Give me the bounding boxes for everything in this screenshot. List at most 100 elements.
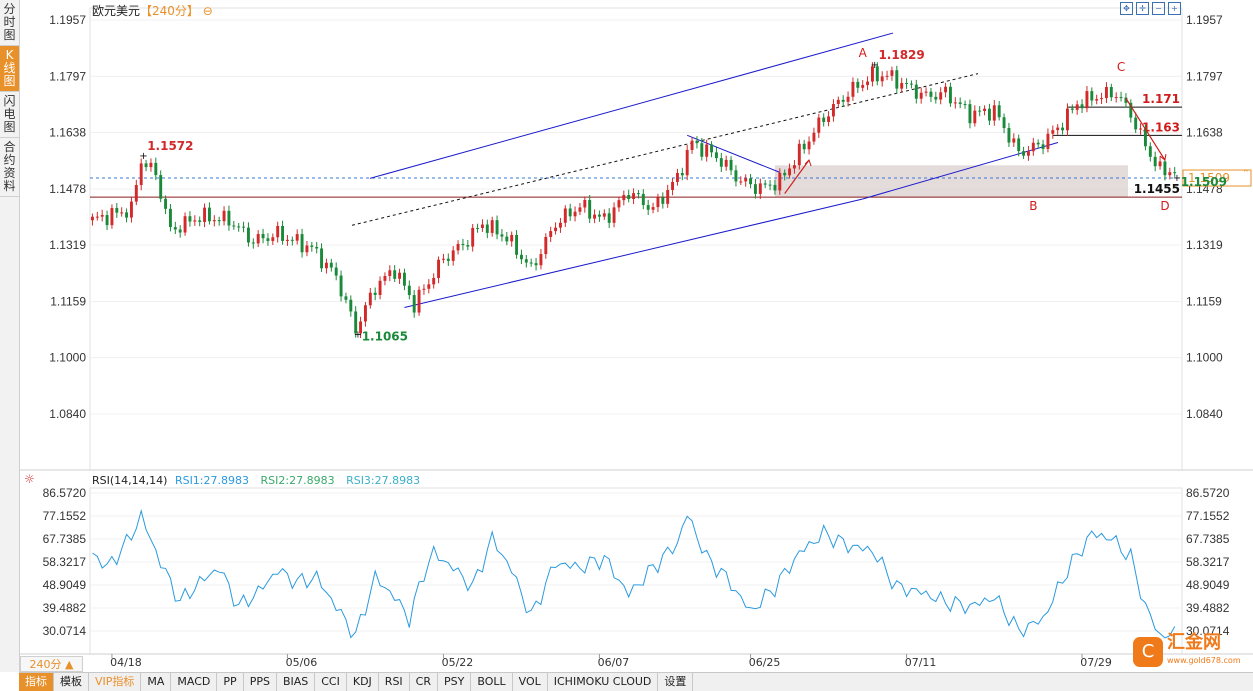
- rsi-tick-left: 67.7385: [43, 532, 87, 546]
- rsi-tick-left: 58.3217: [43, 555, 87, 569]
- tab-kline[interactable]: K线图: [0, 46, 19, 92]
- candle-body: [953, 102, 957, 104]
- price-marker-icon: ⌃: [1242, 169, 1250, 179]
- tab-cci[interactable]: CCI: [315, 673, 347, 691]
- candle-body: [256, 233, 260, 244]
- tab-pps[interactable]: PPS: [244, 673, 277, 691]
- tab-templates[interactable]: 模板: [54, 673, 89, 691]
- zoom-out-icon[interactable]: −: [1152, 2, 1165, 15]
- candle-body: [583, 199, 587, 208]
- candle-body: [710, 144, 714, 153]
- tab-vol[interactable]: VOL: [513, 673, 548, 691]
- candle-body: [1100, 98, 1104, 100]
- tab-ma[interactable]: MA: [141, 673, 172, 691]
- candle-body: [134, 185, 138, 202]
- candle-body: [417, 289, 421, 313]
- candle-body: [505, 236, 509, 242]
- rsi-tick-right: 58.3217: [1186, 555, 1230, 569]
- wave-label: C: [1117, 60, 1125, 74]
- zoom-in-icon[interactable]: +: [1168, 2, 1181, 15]
- channel-lower-line-ext: [862, 142, 1059, 200]
- price-tick-left: 1.1957: [49, 13, 86, 27]
- tab-vip-indicators[interactable]: VIP指标: [89, 673, 142, 691]
- tab-psy[interactable]: PSY: [438, 673, 472, 691]
- candle-body: [554, 227, 558, 232]
- current-price-label: 1.1509: [1188, 171, 1230, 185]
- candle-body: [295, 234, 299, 241]
- candle-body: [344, 296, 348, 300]
- candle-body: [1163, 161, 1167, 176]
- candle-body: [666, 189, 670, 204]
- candle-body: [217, 220, 221, 222]
- tab-kdj[interactable]: KDJ: [347, 673, 379, 691]
- candle-body: [168, 208, 172, 228]
- chart-header: 欧元美元【240分】 ⊖: [92, 2, 213, 19]
- candle-body: [125, 212, 129, 218]
- candle-body: [895, 70, 899, 89]
- tab-bias[interactable]: BIAS: [277, 673, 316, 691]
- candle-body: [563, 208, 567, 223]
- tab-contract-info[interactable]: 合约资料: [0, 138, 19, 197]
- candle-body: [329, 262, 333, 268]
- candle-body: [861, 85, 865, 88]
- candle-body: [451, 250, 455, 261]
- circle-minus-icon[interactable]: ⊖: [202, 4, 213, 18]
- candle-body: [373, 292, 377, 295]
- candle-body: [1109, 86, 1113, 98]
- candle-body: [1143, 128, 1147, 147]
- candle-body: [1002, 117, 1006, 128]
- candle-body: [612, 207, 616, 223]
- candle-body: [788, 168, 792, 176]
- candle-body: [183, 216, 187, 233]
- tab-timeshare[interactable]: 分时图: [0, 0, 19, 46]
- candle-body: [90, 216, 94, 221]
- candle-body: [578, 207, 582, 212]
- extreme-label: 1.1572: [147, 139, 193, 153]
- crosshair-icon[interactable]: ✛: [1136, 2, 1149, 15]
- rsi2-value: RSI2:27.8983: [260, 474, 335, 487]
- candle-body: [1017, 138, 1021, 152]
- candle-body: [354, 311, 358, 334]
- candle-body: [212, 220, 216, 222]
- price-tick-left: 1.1319: [49, 238, 86, 252]
- tab-indicators[interactable]: 指标: [19, 673, 54, 691]
- x-tick-label: 07/11: [905, 656, 937, 669]
- tab-boll[interactable]: BOLL: [471, 673, 513, 691]
- candle-body: [549, 231, 553, 237]
- candle-body: [768, 184, 772, 186]
- candle-body: [846, 96, 850, 102]
- candle-body: [1041, 144, 1045, 149]
- x-tick-label: 05/06: [286, 656, 318, 669]
- candle-body: [593, 214, 597, 219]
- tab-cr[interactable]: CR: [410, 673, 438, 691]
- candle-body: [817, 117, 821, 133]
- candle-body: [622, 194, 626, 201]
- tab-rsi[interactable]: RSI: [379, 673, 410, 691]
- tab-pp[interactable]: PP: [217, 673, 244, 691]
- tab-flash[interactable]: 闪电图: [0, 92, 19, 138]
- candle-body: [149, 162, 153, 168]
- tab-settings[interactable]: 设置: [658, 673, 694, 691]
- candle-body: [568, 208, 572, 217]
- candle-body: [656, 197, 660, 208]
- price-chart[interactable]: ☼ 1.1957 1.1957 1.1797 1.1797 1.1638 1.1638 1.1…: [0, 0, 1253, 672]
- candle-body: [924, 91, 928, 93]
- period-selector[interactable]: 240分 ▲: [20, 656, 83, 672]
- candle-body: [378, 280, 382, 295]
- tab-ichimoku[interactable]: ICHIMOKU CLOUD: [548, 673, 659, 691]
- candle-body: [1153, 156, 1157, 167]
- candle-body: [144, 163, 148, 168]
- candle-body: [1124, 97, 1128, 103]
- candle-body: [944, 86, 948, 93]
- move-icon[interactable]: ✥: [1120, 2, 1133, 15]
- channel-lower-line: [404, 198, 863, 308]
- level-label: 1.171: [1142, 92, 1180, 106]
- logo: C 汇金网 www.gold678.com: [1133, 634, 1241, 670]
- tab-macd[interactable]: MACD: [171, 673, 218, 691]
- rsi-tick-left: 48.9049: [43, 578, 87, 592]
- candle-body: [1158, 161, 1162, 167]
- candle-body: [402, 272, 406, 286]
- candle-body: [1070, 108, 1074, 110]
- candle-body: [422, 288, 426, 290]
- candle-body: [831, 104, 835, 117]
